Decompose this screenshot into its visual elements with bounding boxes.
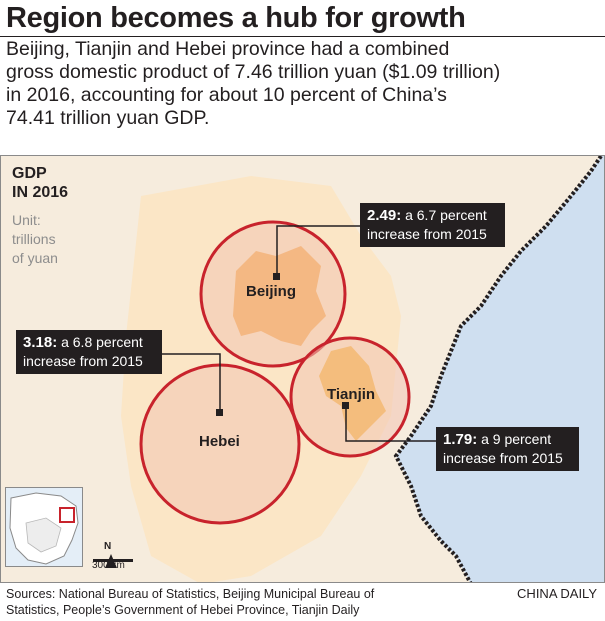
title-divider [0,36,605,37]
hebei-leader [161,353,221,411]
scale-bar [93,559,133,562]
tianjin-circle [289,336,411,458]
beijing-circle [199,220,347,368]
unit-note: Unit: trillions of yuan [12,211,58,268]
region-label-beijing: Beijing [246,283,297,300]
tianjin-leader [345,406,437,442]
callout-value: 1.79: [443,431,478,448]
callout-line: 3.18: a 6.8 percent [23,333,155,352]
callout-value: 2.49: [367,207,402,224]
sea-area [396,156,604,582]
unit-line: of yuan [12,250,58,266]
inset-map-graphic [9,492,79,565]
map-heading-line: IN 2016 [12,184,69,201]
intro-line: in 2016, accounting for about 10 percent… [6,84,447,106]
region-map [93,156,604,582]
beijing-leader [276,225,361,276]
callout-note: increase from 2015 [23,353,143,369]
inset-highlight-box [59,507,75,523]
scale-label: 300 km [92,560,125,571]
callout-note: a 6.8 percent [61,334,143,350]
region-label-tianjin: Tianjin [327,386,376,403]
unit-line: Unit: [12,212,41,228]
callout-tianjin: 1.79: a 9 percent increase from 2015 [436,427,579,471]
page-title: Region becomes a hub for growth [6,2,466,34]
inset-locator-map [5,487,83,567]
map-heading: GDP IN 2016 [12,164,68,202]
callout-note: a 9 percent [481,431,552,447]
intro-line: gross domestic product of 7.46 trillion … [6,61,501,83]
sources-note: Sources: National Bureau of Statistics, … [6,586,374,618]
sources-line: Sources: National Bureau of Statistics, … [6,587,375,601]
callout-line: 1.79: a 9 percent [443,430,572,449]
intro-line: Beijing, Tianjin and Hebei province had … [6,38,450,60]
unit-line: trillions [12,231,56,247]
intro-text: Beijing, Tianjin and Hebei province had … [6,38,601,130]
intro-line: 74.41 trillion yuan GDP. [6,107,210,129]
publisher-credit: CHINA DAILY [517,586,597,601]
callout-value: 3.18: [23,334,58,351]
callout-note: a 6.7 percent [405,207,487,223]
callout-beijing: 2.49: a 6.7 percent increase from 2015 [360,203,505,247]
callout-hebei: 3.18: a 6.8 percent increase from 2015 [16,330,162,374]
coastline [393,156,603,582]
sources-line: Statistics, People’s Government of Hebei… [6,603,360,617]
callout-note: increase from 2015 [367,226,487,242]
callout-line: 2.49: a 6.7 percent [367,206,498,225]
north-label: N [104,541,112,552]
map-heading-line: GDP [12,165,47,182]
region-label-hebei: Hebei [199,433,240,450]
callout-note: increase from 2015 [443,450,563,466]
